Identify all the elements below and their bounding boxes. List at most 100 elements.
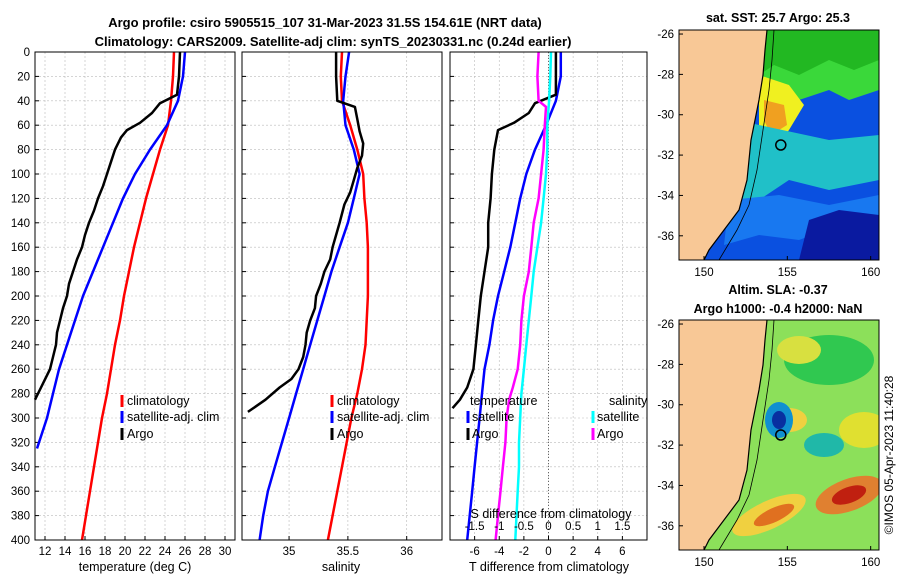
depth-tick-label: 380 xyxy=(11,511,30,523)
sla-eddy-yellow-n xyxy=(777,336,821,364)
temperature-xtick-label: 12 xyxy=(39,546,52,558)
temperature-xtick-label: 20 xyxy=(119,546,132,558)
depth-tick-label: 280 xyxy=(11,389,30,401)
depth-tick-label: 140 xyxy=(11,218,30,230)
sla-eddy-orange-s xyxy=(753,503,795,527)
difference-legend-sal-satellite: satellite xyxy=(597,410,639,424)
sst-map-frame xyxy=(678,29,880,261)
salinity-legend-argo: Argo xyxy=(337,427,363,441)
sla-map-title-line1: Altim. SLA: -0.37 xyxy=(728,283,827,297)
depth-tick-label: 360 xyxy=(11,486,30,498)
differences-xtick-label: -4 xyxy=(494,546,505,558)
sla-eddy-cyan xyxy=(804,433,844,457)
depth-tick-label: 20 xyxy=(17,71,30,83)
temperature-xtick-label: 24 xyxy=(159,546,172,558)
temperature-xtick-label: 22 xyxy=(139,546,152,558)
sst-cyan-band xyxy=(734,120,879,210)
salinity-series-argo xyxy=(247,52,365,413)
differences-series-temperature-argo xyxy=(451,52,558,410)
sla_map-lon-label: 155 xyxy=(778,557,797,569)
sst_map-lat-label: -34 xyxy=(657,190,674,202)
s-diff-tick-label: -1.5 xyxy=(465,521,485,533)
sst-dark-south xyxy=(799,210,879,260)
sst-argo-marker xyxy=(775,139,787,151)
sst_map-lon-label: 160 xyxy=(861,267,880,279)
sst-isobath xyxy=(718,30,775,260)
salinity-legend-satellite: satellite-adj. clim xyxy=(337,410,429,424)
sla_map-lat-label: -34 xyxy=(657,480,674,492)
salinity-frame xyxy=(241,51,443,541)
sla_map-lon-label: 160 xyxy=(861,557,880,569)
temperature-legend-satellite: satellite-adj. clim xyxy=(127,410,219,424)
difference-legend-sal-argo: Argo xyxy=(597,427,623,441)
sst-coastline xyxy=(703,30,768,260)
differences-xtick-label: 0 xyxy=(545,546,551,558)
depth-tick-label: 200 xyxy=(11,291,30,303)
depth-tick-label: 400 xyxy=(11,535,30,547)
sla-map-title-line2: Argo h1000: -0.4 h2000: NaN xyxy=(694,302,863,316)
sla-coastline xyxy=(703,320,768,550)
sst-green-north xyxy=(749,30,879,75)
temperature-series-argo xyxy=(33,51,182,401)
salinity-series-satellite-adj-clim xyxy=(258,51,361,541)
temperature-xtick-label: 18 xyxy=(99,546,112,558)
depth-tick-label: 300 xyxy=(11,413,30,425)
sla-eddy-warm-core xyxy=(831,485,867,505)
depth-tick-label: 320 xyxy=(11,437,30,449)
temperature-panel: 12 14 16 18 20 22 24 26 28 3002040608010012014016… xyxy=(11,47,236,574)
sla-isobath xyxy=(718,320,775,550)
s-diff-tick-label: 0.5 xyxy=(565,521,581,533)
difference-legend-salinity-title: salinity xyxy=(609,394,648,408)
sst-orange-core xyxy=(764,100,787,135)
difference-panel: -6 -4 -2 0 2 4 6 T difference from climatology… xyxy=(449,51,648,574)
differences-series-salinity-satellite xyxy=(514,51,553,541)
depth-tick-label: 340 xyxy=(11,462,30,474)
salinity-xtick-label: 35.5 xyxy=(337,546,359,558)
sst_map-lat-label: -32 xyxy=(657,150,674,162)
depth-tick-label: 180 xyxy=(11,267,30,279)
temperature-xtick-label: 28 xyxy=(199,546,212,558)
sla-argo-marker xyxy=(775,429,787,441)
sst-map-title: sat. SST: 25.7 Argo: 25.3 xyxy=(706,11,850,25)
salinity-xlabel: salinity xyxy=(322,560,361,574)
difference-legend-temp-satellite: satellite xyxy=(472,410,514,424)
differences-xtick-label: 4 xyxy=(595,546,602,558)
s-diff-tick-label: -1 xyxy=(494,521,504,533)
sla-eddy-cold-core xyxy=(772,411,786,429)
temperature-legend-argo: Argo xyxy=(127,427,153,441)
sla_map-lat-label: -36 xyxy=(657,521,674,533)
differences-series-temperature-satellite xyxy=(465,52,563,541)
differences-xtick-label: 2 xyxy=(570,546,576,558)
depth-tick-label: 160 xyxy=(11,242,30,254)
sst-map xyxy=(679,30,879,260)
sst_map-lat-label: -30 xyxy=(657,110,674,122)
difference-xlabel: T difference from climatology xyxy=(469,560,630,574)
depth-tick-label: 80 xyxy=(17,145,30,157)
depth-tick-label: 240 xyxy=(11,340,30,352)
temperature-legend-climatology: climatology xyxy=(127,394,190,408)
salinity-xtick-label: 36 xyxy=(400,546,413,558)
salinity-panel: 35 35.5 36 salinity climatology satellite-… xyxy=(241,51,443,574)
temperature-series-satellite-adj-clim xyxy=(35,51,187,449)
salinity-xtick-label: 35 xyxy=(283,546,296,558)
differences-xtick-label: -6 xyxy=(470,546,480,558)
depth-tick-label: 120 xyxy=(11,193,30,205)
depth-tick-label: 100 xyxy=(11,169,30,181)
temperature-series-climatology xyxy=(80,51,176,541)
difference-legend: temperature satellite Argo salinity sate… xyxy=(466,394,648,441)
difference-x2label: S difference from climatology xyxy=(471,507,633,521)
depth-tick-label: 60 xyxy=(17,120,30,132)
differences-series-salinity-argo xyxy=(494,51,548,541)
s-diff-tick-label: 0 xyxy=(545,521,551,533)
s-diff-tick-label: -0.5 xyxy=(514,521,534,533)
figure-title-line2: Climatology: CARS2009. Satellite-adj cli… xyxy=(95,34,572,49)
figure-title-line1: Argo profile: csiro 5905515_107 31-Mar-2… xyxy=(108,15,542,30)
sla-land xyxy=(679,320,767,550)
difference-legend-temperature-title: temperature xyxy=(470,394,537,408)
s-diff-tick-label: 1 xyxy=(595,521,601,533)
s-diff-tick-label: 1.5 xyxy=(614,521,630,533)
credit-text: ©IMOS 05-Apr-2023 11:40:28 xyxy=(882,375,896,534)
depth-tick-label: 260 xyxy=(11,364,30,376)
differences-xtick-label: 6 xyxy=(619,546,625,558)
